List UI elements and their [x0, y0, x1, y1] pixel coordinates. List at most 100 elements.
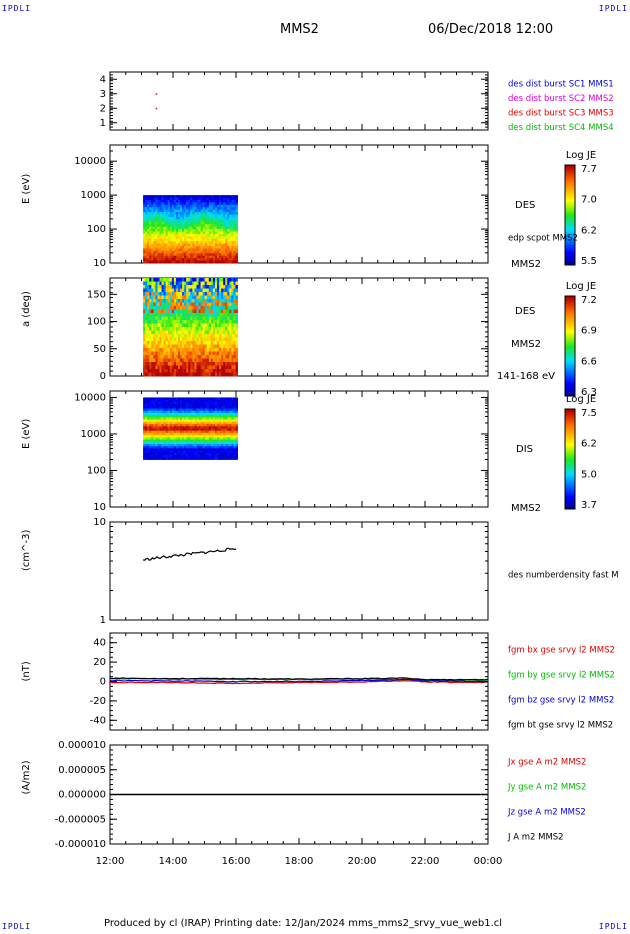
heatmap-cell [198, 197, 201, 201]
heatmap-cell [190, 452, 193, 456]
heatmap-cell [202, 415, 206, 418]
heatmap-cell [147, 435, 150, 438]
heatmap-cell [155, 351, 158, 356]
heatmap-cell [210, 292, 214, 296]
heatmap-cells [143, 397, 238, 460]
heatmap-cell [204, 443, 208, 447]
heatmap-cell [214, 362, 218, 366]
heatmap-cell [180, 417, 183, 420]
heatmap-cell [149, 292, 152, 296]
heatmap-cell [186, 250, 189, 254]
heatmap-cell [169, 219, 173, 223]
heatmap-cell [214, 229, 218, 232]
heatmap-cell [145, 226, 148, 230]
heatmap-cell [200, 202, 204, 206]
heatmap-cell [180, 448, 183, 452]
heatmap-cell [217, 295, 220, 300]
heatmap-cell [223, 323, 226, 328]
heatmap-cell [151, 410, 154, 414]
heatmap-cell [196, 348, 199, 352]
heatmap-cell [192, 212, 195, 215]
heatmap-cell [161, 365, 165, 370]
heatmap-cell [214, 243, 218, 247]
heatmap-cell [227, 313, 230, 317]
colorbar-segment [565, 455, 575, 458]
heatmap-cell [165, 341, 169, 345]
heatmap-cell [161, 334, 165, 338]
heatmap-cell [159, 424, 162, 427]
heatmap-cell [223, 428, 226, 432]
heatmap-cell [180, 362, 183, 366]
heatmap-cell [231, 216, 234, 220]
heatmap-cell [163, 241, 167, 245]
heatmap-cell [217, 426, 220, 429]
heatmap-cell [196, 295, 199, 300]
heatmap-cell [227, 401, 230, 405]
heatmap-cell [145, 452, 148, 456]
heatmap-cell [192, 404, 195, 407]
heatmap-cell [175, 406, 179, 409]
heatmap-cell [163, 260, 167, 264]
heatmap-cell [175, 248, 179, 252]
heatmap-cell [208, 231, 212, 235]
heatmap-cell [159, 248, 162, 252]
heatmap-cell [153, 299, 156, 303]
heatmap-cell [194, 320, 197, 324]
heatmap-cell [145, 320, 148, 324]
heatmap-cell [167, 313, 171, 317]
heatmap-cell [173, 334, 177, 338]
heatmap-cell [188, 302, 191, 307]
heatmap-cell [143, 348, 146, 352]
heatmap-cell [225, 214, 228, 218]
heatmap-cell [163, 229, 167, 232]
heatmap-cell [221, 255, 224, 259]
heatmap-cell [169, 238, 173, 242]
heatmap-cell [149, 435, 152, 438]
heatmap-cell [235, 219, 238, 223]
heatmap-cell [151, 408, 154, 412]
heatmap-cell [184, 446, 187, 449]
heatmap-cell [192, 248, 195, 252]
heatmap-cell [171, 455, 175, 458]
heatmap-cell [169, 302, 173, 307]
heatmap-cell [163, 204, 167, 208]
heatmap-cell [200, 404, 204, 407]
colorbar-segment [565, 332, 575, 335]
heatmap-cell [190, 401, 193, 405]
heatmap-cell [194, 233, 197, 237]
colorbar-segment [565, 322, 575, 325]
heatmap-cell [155, 355, 158, 359]
heatmap-cell [180, 397, 183, 401]
heatmap-cell [173, 195, 177, 198]
heatmap-cell [194, 260, 197, 264]
heatmap-cell [200, 330, 204, 335]
heatmap-cell [165, 229, 169, 232]
heatmap-cell [186, 327, 189, 331]
heatmap-cell [149, 344, 152, 349]
heatmap-cell [204, 238, 208, 242]
heatmap-cell [231, 320, 234, 324]
heatmap-cell [219, 341, 222, 345]
heatmap-cell [190, 426, 193, 429]
heatmap-cell [196, 404, 199, 407]
heatmap-cell [151, 437, 154, 440]
heatmap-cell [171, 219, 175, 223]
heatmap-cell [173, 226, 177, 230]
heatmap-cell [157, 320, 160, 324]
heatmap-cell [157, 229, 160, 232]
heatmap-cell [167, 202, 171, 206]
heatmap-cell [188, 399, 191, 403]
heatmap-cell [214, 306, 218, 310]
heatmap-cell [235, 399, 238, 403]
heatmap-cell [229, 406, 232, 409]
heatmap-cell [217, 219, 220, 223]
heatmap-cell [143, 246, 146, 249]
colorbar-segment [565, 312, 575, 315]
heatmap-cell [186, 446, 189, 449]
heatmap-cell [206, 344, 210, 349]
heatmap-cell [194, 316, 197, 321]
heatmap-cell [229, 452, 232, 456]
heatmap-cell [196, 255, 199, 259]
heatmap-cell [214, 439, 218, 443]
heatmap-cell [219, 439, 222, 443]
